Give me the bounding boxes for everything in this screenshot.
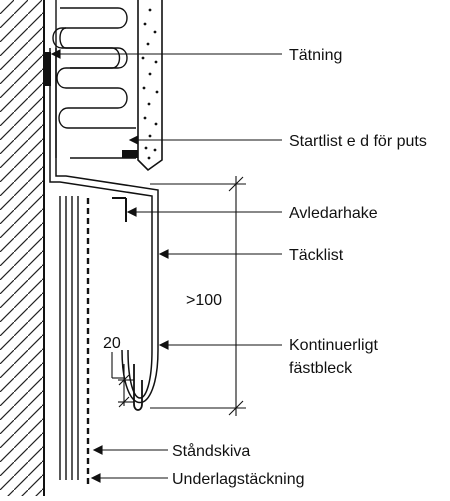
drip-hook <box>112 197 127 222</box>
dimension-gap <box>111 352 134 408</box>
dimension-height-label: >100 <box>186 292 222 309</box>
label-standskiva: Ståndskiva <box>172 442 250 460</box>
label-tatning: Tätning <box>289 47 342 64</box>
dimension-gap-label: 20 <box>103 335 121 352</box>
starter-strip <box>70 150 138 159</box>
standing-board <box>59 196 79 480</box>
leader-lines <box>50 49 282 483</box>
label-startlist: Startlist e d för puts <box>289 133 427 150</box>
dimension-height <box>150 176 246 416</box>
label-fastbleck: fästbleck <box>289 360 353 377</box>
wall <box>0 0 45 496</box>
insulation <box>52 0 136 158</box>
plaster <box>137 0 163 172</box>
sealing-strip <box>45 52 51 86</box>
label-tacklist: Täcklist <box>289 247 344 264</box>
label-kontinuerligt: Kontinuerligt <box>289 337 379 354</box>
continuous-clip <box>133 364 143 411</box>
label-underlag: Underlagstäckning <box>172 471 305 488</box>
label-avledarhake: Avledarhake <box>289 205 378 222</box>
